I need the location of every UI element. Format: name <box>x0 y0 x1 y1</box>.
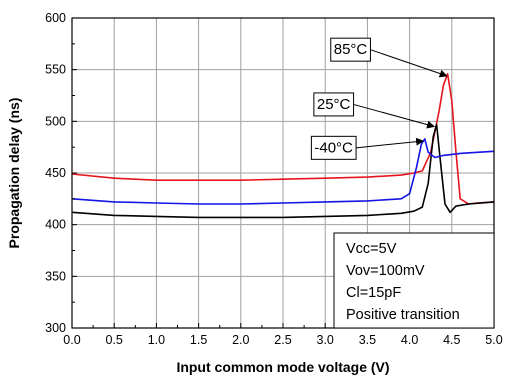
x-axis-label: Input common mode voltage (V) <box>176 359 389 375</box>
x-tick-label: 3.5 <box>359 333 376 347</box>
annotations: 85°C 25°C -40°C <box>310 37 448 160</box>
x-tick-label: 0.0 <box>63 333 80 347</box>
annotation-label: 25°C <box>317 96 351 113</box>
series-line-2 <box>71 138 495 205</box>
y-axis-label: Propagation delay (ns) <box>6 98 22 249</box>
note-line: Cl=15pF <box>346 285 401 301</box>
y-tick-label: 400 <box>45 218 66 232</box>
y-tick-label: 450 <box>45 166 66 180</box>
y-tick-label: 600 <box>45 11 66 25</box>
note-line: Vcc=5V <box>346 241 397 257</box>
tick-labels: 0.0 0.5 1.0 1.5 2.0 2.5 3.0 3.5 4.0 4.5 5.0 300 350 4… <box>45 11 503 347</box>
series-layer <box>71 73 495 219</box>
series-line-1 <box>71 123 495 219</box>
note-line: Vov=100mV <box>346 263 425 279</box>
x-tick-label: 2.5 <box>274 333 291 347</box>
note-box-frame <box>333 232 495 329</box>
annotation-arrow <box>353 103 436 129</box>
y-tick-label: 500 <box>45 114 66 128</box>
annotation-arrow <box>356 137 425 149</box>
x-tick-label: 5.0 <box>485 333 502 347</box>
series-line-0 <box>71 73 495 205</box>
x-tick-label: 1.0 <box>148 333 165 347</box>
y-tick-label: 550 <box>45 63 66 77</box>
x-tick-label: 1.5 <box>190 333 207 347</box>
y-tick-label: 300 <box>45 321 66 335</box>
note-line: Positive transition <box>346 307 460 323</box>
x-tick-label: 4.0 <box>401 333 418 347</box>
x-tick-label: 3.0 <box>317 333 334 347</box>
x-tick-label: 4.5 <box>443 333 460 347</box>
x-tick-label: 0.5 <box>106 333 123 347</box>
x-tick-label: 2.0 <box>232 333 249 347</box>
y-tick-label: 350 <box>45 269 66 283</box>
note-box: Vcc=5V Vov=100mV Cl=15pF Positive transitio… <box>333 232 495 329</box>
annotation-arrow <box>370 49 448 78</box>
annotation-label: 85°C <box>334 41 368 58</box>
annotation-label: -40°C <box>314 139 353 156</box>
